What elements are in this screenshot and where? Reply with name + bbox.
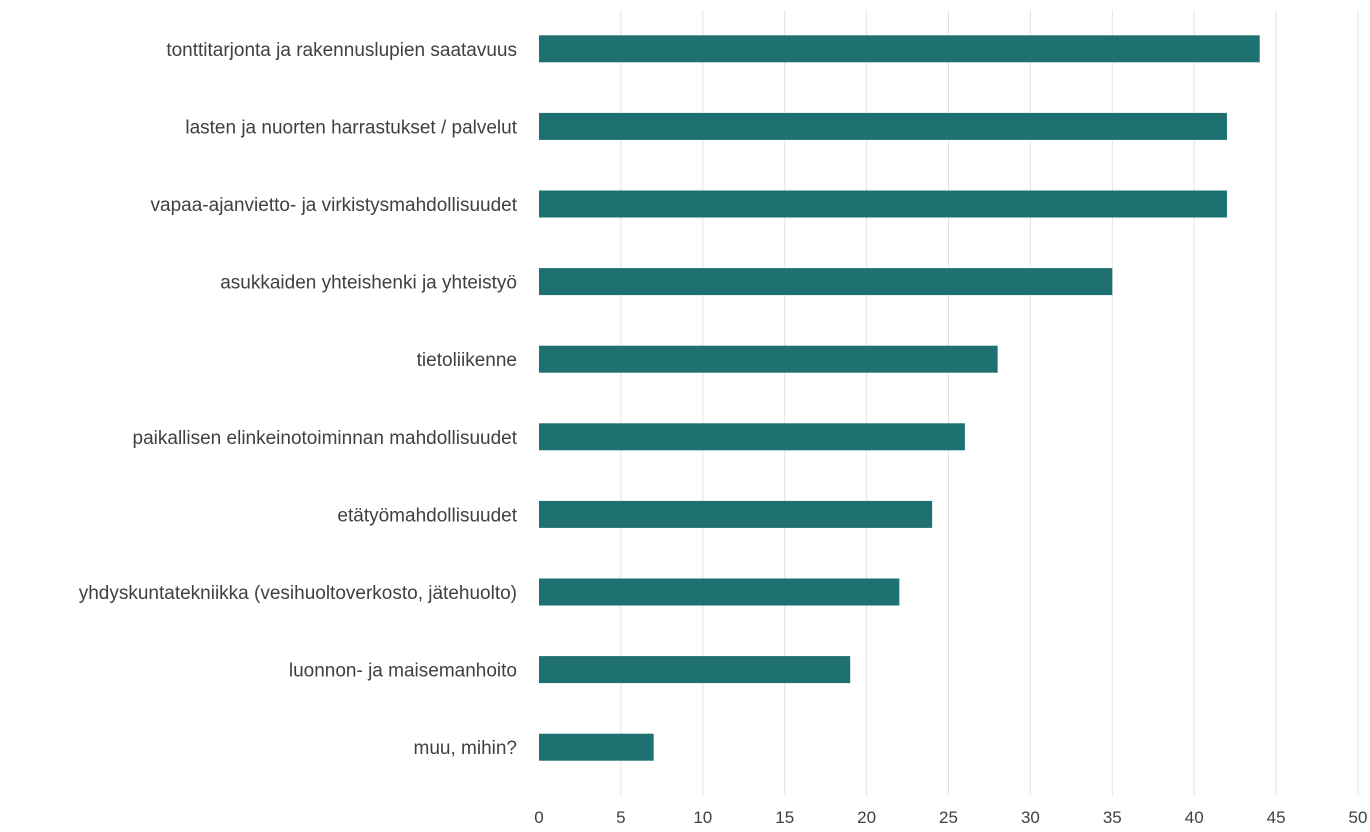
x-tick-label: 10 — [693, 808, 712, 827]
x-tick-label: 50 — [1349, 808, 1368, 827]
x-axis-tick-labels: 0 5 10 15 20 25 30 35 40 45 50 — [534, 808, 1367, 827]
x-tick-label: 40 — [1185, 808, 1204, 827]
x-tick-label: 35 — [1103, 808, 1122, 827]
category-label: paikallisen elinkeinotoiminnan mahdollis… — [133, 428, 518, 449]
x-tick-label: 5 — [616, 808, 625, 827]
x-tick-label: 30 — [1021, 808, 1040, 827]
x-tick-label: 15 — [775, 808, 794, 827]
x-tick-label: 20 — [857, 808, 876, 827]
bar — [539, 500, 933, 528]
gridlines — [620, 10, 1359, 795]
category-label: luonnon- ja maisemanhoito — [289, 661, 517, 682]
category-label: muu, mihin? — [414, 738, 518, 759]
category-label: etätyömahdollisuudet — [337, 505, 517, 526]
category-label: tonttitarjonta ja rakennuslupien saatavu… — [166, 40, 517, 61]
category-label: asukkaiden yhteishenki ja yhteistyö — [220, 273, 517, 294]
bar — [539, 190, 1227, 218]
bar — [539, 268, 1113, 296]
bar — [539, 578, 900, 606]
bar — [539, 35, 1260, 63]
category-label: vapaa-ajanvietto- ja virkistysmahdollisu… — [151, 195, 518, 216]
bars — [539, 35, 1260, 761]
x-tick-label: 25 — [939, 808, 958, 827]
bar — [539, 733, 654, 761]
bar — [539, 656, 851, 684]
x-tick-label: 45 — [1267, 808, 1286, 827]
bar — [539, 423, 965, 451]
category-label: yhdyskuntatekniikka (vesihuoltoverkosto,… — [79, 583, 517, 604]
category-label: tietoliikenne — [417, 350, 517, 371]
category-labels: tonttitarjonta ja rakennuslupien saatavu… — [79, 40, 518, 759]
bar — [539, 345, 998, 373]
category-label: lasten ja nuorten harrastukset / palvelu… — [185, 117, 517, 138]
bar — [539, 112, 1227, 140]
x-tick-label: 0 — [534, 808, 543, 827]
